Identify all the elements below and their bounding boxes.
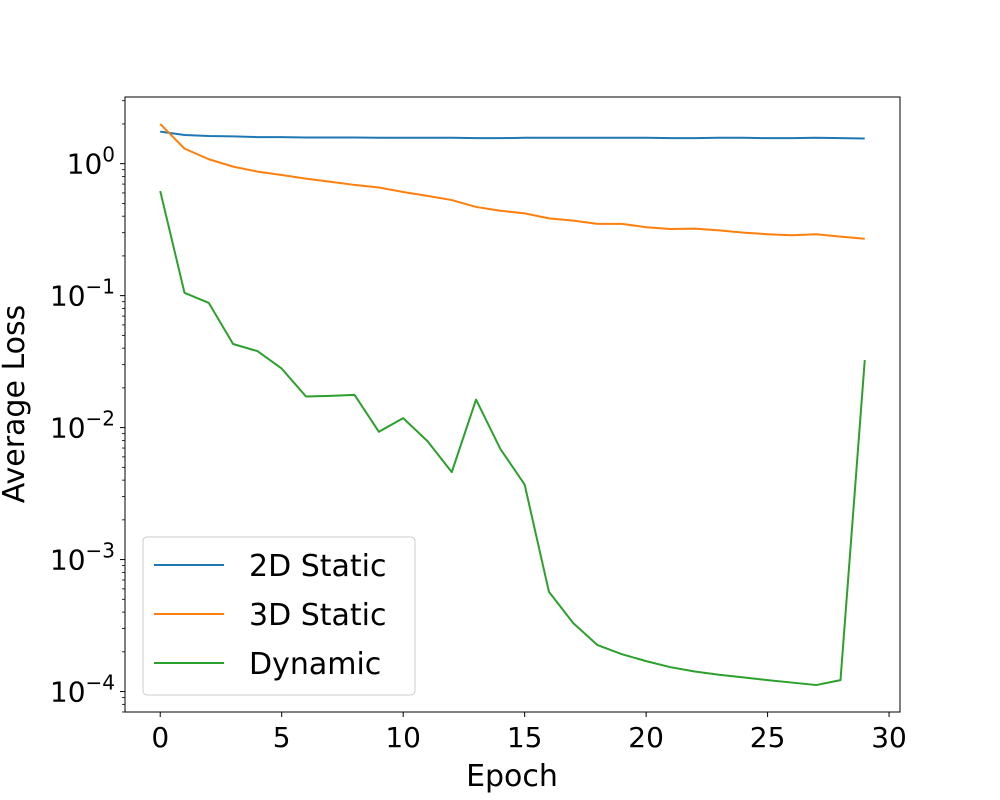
x-tick-label: 15 xyxy=(507,721,543,754)
legend-label: Dynamic xyxy=(249,647,381,682)
x-tick-label: 5 xyxy=(273,721,291,754)
x-tick-label: 20 xyxy=(628,721,664,754)
series-line-dynamic xyxy=(159,190,866,687)
y-tick-label: 10−4 xyxy=(50,671,115,709)
x-tick-label: 0 xyxy=(151,721,169,754)
legend-label: 2D Static xyxy=(249,549,387,584)
y-tick-label: 10−3 xyxy=(50,539,115,577)
x-axis-ticks: 0 5 10 15 20 25 30 xyxy=(151,712,907,754)
legend-label: 3D Static xyxy=(249,598,387,633)
plot-frame xyxy=(124,96,901,713)
y-axis-label: Average Loss xyxy=(0,305,32,504)
y-tick-label: 10−2 xyxy=(50,407,115,445)
series-line-3d-static xyxy=(159,123,865,240)
legend: 2D Static 3D Static Dynamic xyxy=(142,536,416,696)
series-line-2d-static xyxy=(160,130,865,140)
x-tick-label: 10 xyxy=(385,721,421,754)
x-tick-label: 30 xyxy=(871,721,907,754)
x-tick-label: 25 xyxy=(750,721,786,754)
legend-box xyxy=(142,536,416,696)
y-axis-ticks: 100 10−1 10−2 10−3 10−4 xyxy=(50,100,125,713)
x-axis-label: Epoch xyxy=(466,759,558,794)
y-tick-label: 10−1 xyxy=(50,275,115,313)
y-tick-label: 100 xyxy=(67,143,115,181)
series-layer xyxy=(159,123,866,687)
